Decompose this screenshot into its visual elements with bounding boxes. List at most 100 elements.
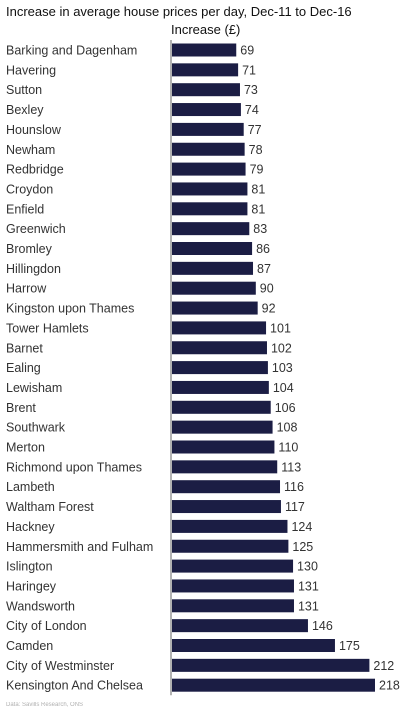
bar [172,63,239,77]
category-label: City of Westminster [6,659,114,673]
bar [172,658,370,672]
bar [172,460,278,474]
value-label: 104 [273,381,294,395]
category-label: Wandsworth [6,599,75,613]
bar [172,162,246,176]
bar [172,182,248,196]
category-label: Hillingdon [6,262,61,276]
category-label: Sutton [6,83,42,97]
category-label: Enfield [6,202,44,216]
bar [172,599,294,613]
category-label: Harrow [6,282,47,296]
value-label: 74 [245,103,259,117]
bar [172,142,245,156]
bar [172,242,253,255]
value-label: 83 [253,222,267,236]
bar [172,301,258,315]
value-label: 101 [270,321,291,335]
bar [172,361,268,375]
value-label: 78 [249,143,263,157]
bar [172,500,281,514]
bar [172,122,244,136]
value-label: 79 [250,163,264,177]
category-label: Camden [6,639,53,653]
category-label: Hammersmith and Fulham [6,540,153,554]
value-label: 117 [285,500,305,514]
bar [172,43,237,57]
chart-title: Increase in average house prices per day… [6,4,352,19]
bar [172,103,241,117]
bar [172,519,288,533]
category-label: Havering [6,63,56,77]
bar [172,321,267,335]
category-label: Kingston upon Thames [6,302,134,316]
category-label: Bexley [6,103,44,117]
value-label: 86 [256,242,270,256]
bar [172,678,375,692]
value-label: 103 [272,361,293,375]
category-label: Bromley [6,242,53,256]
value-label: 87 [257,262,271,276]
category-label: Tower Hamlets [6,321,89,335]
category-label: Greenwich [6,222,66,236]
value-label: 110 [278,441,298,455]
value-label: 113 [281,460,301,474]
category-label: Barking and Dagenham [6,44,137,58]
bar [172,480,281,494]
category-label: Lambeth [6,480,55,494]
value-label: 77 [248,123,262,137]
bar [172,261,254,275]
value-label: 125 [292,540,313,554]
bar [172,639,335,652]
category-label: Richmond upon Thames [6,460,142,474]
bar [172,222,250,236]
bar [172,559,294,573]
bar [172,281,256,295]
category-label: Barnet [6,341,43,355]
value-label: 71 [242,63,256,77]
category-label: Islington [6,560,53,574]
footer-source: Data: Savills Research, ONS [6,702,84,708]
category-label: Merton [6,441,45,455]
value-label: 108 [277,421,298,435]
value-label: 130 [297,560,318,574]
value-label: 90 [260,282,274,296]
category-label: Brent [6,401,36,415]
value-label: 175 [339,639,360,653]
value-label: 146 [312,619,333,633]
bar [172,380,269,394]
value-label: 116 [284,480,304,494]
category-label: Haringey [6,579,57,593]
bar [172,440,275,454]
bar [172,539,289,553]
bar [172,341,267,355]
category-label: Kensington And Chelsea [6,679,143,693]
category-label: Lewisham [6,381,62,395]
category-label: Hackney [6,520,55,534]
value-label: 102 [271,341,292,355]
bar [172,83,240,97]
category-label: Ealing [6,361,41,375]
bar [172,202,248,216]
bar [172,420,273,434]
value-label: 81 [251,202,265,216]
value-label: 124 [291,520,312,534]
category-label: Croydon [6,182,53,196]
category-label: City of London [6,619,87,633]
value-label: 131 [298,599,319,613]
value-label: 73 [244,83,258,97]
value-label: 81 [251,182,265,196]
bar [172,400,271,414]
value-label: 69 [240,44,254,58]
value-label: 218 [379,679,400,693]
category-label: Newham [6,143,55,157]
value-label: 106 [275,401,296,415]
value-label: 212 [373,659,394,673]
bar [172,619,308,633]
value-label: 131 [298,579,319,593]
category-label: Waltham Forest [6,500,94,514]
bar [172,579,294,593]
category-label: Southwark [6,421,66,435]
category-label: Hounslow [6,123,62,137]
